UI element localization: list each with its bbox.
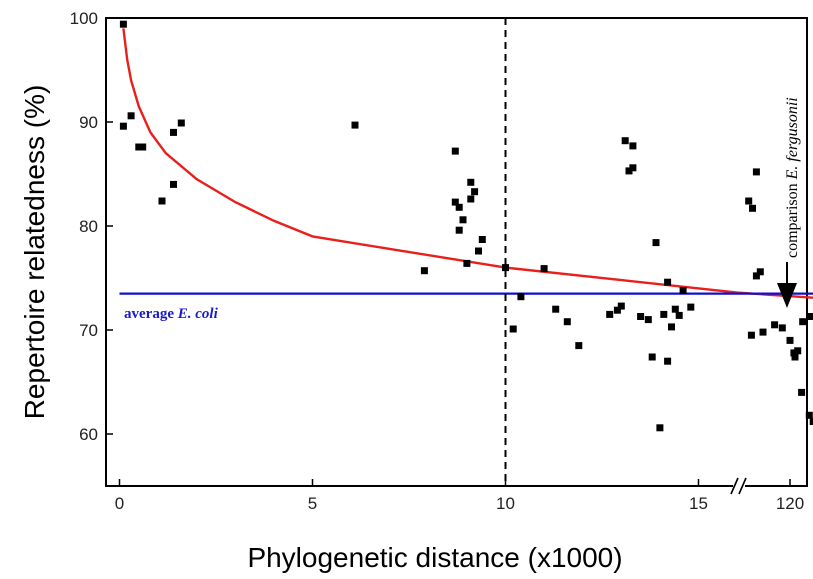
data-point (621, 137, 629, 145)
data-point (170, 180, 177, 188)
data-point (455, 226, 463, 234)
data-point (135, 143, 143, 151)
x-tick-label: 0 (115, 494, 124, 513)
data-point (351, 121, 359, 129)
data-point (756, 268, 764, 276)
data-point (613, 306, 621, 314)
data-point (158, 197, 166, 205)
data-point (679, 287, 687, 294)
data-point (475, 247, 482, 255)
data-point (671, 305, 679, 313)
data-point (759, 328, 767, 336)
data-point (794, 347, 802, 355)
data-point (664, 278, 672, 286)
data-point (637, 313, 645, 320)
data-point (798, 388, 806, 396)
data-point (752, 272, 760, 280)
x-axis-title: Phylogenetic distance (x1000) (247, 542, 622, 573)
data-point (119, 20, 127, 28)
data-point (786, 336, 794, 344)
data-point (467, 178, 475, 186)
data-point (675, 311, 683, 319)
data-point (552, 305, 560, 313)
average-line-label: average E. coli (124, 306, 219, 322)
data-point (451, 198, 459, 206)
data-point (139, 143, 147, 151)
data-point (119, 122, 127, 130)
y-tick-label: 90 (79, 113, 98, 132)
data-point (606, 310, 614, 318)
data-point (617, 302, 625, 310)
data-point (664, 357, 672, 365)
data-point (668, 323, 675, 331)
data-point (170, 128, 177, 136)
data-point (790, 349, 798, 357)
data-point (752, 168, 760, 176)
y-tick-label: 80 (79, 217, 98, 236)
y-axis-title: Repertoire relatedness (%) (19, 85, 50, 420)
data-point (778, 324, 786, 332)
data-point (648, 353, 656, 361)
data-point (791, 353, 799, 361)
data-point (420, 267, 428, 275)
data-point (806, 313, 813, 320)
data-point (459, 216, 467, 224)
data-point (467, 195, 475, 203)
data-point (463, 259, 471, 267)
y-tick-label: 100 (70, 9, 98, 28)
data-point (629, 142, 637, 150)
data-point (660, 310, 668, 318)
x-tick-label: 120 (776, 494, 804, 513)
data-point (509, 325, 517, 333)
data-point (455, 203, 463, 211)
comparison-arrow-head (777, 283, 797, 308)
y-tick-label: 70 (79, 321, 98, 340)
comparison-label: comparison E. fergusonii (784, 97, 801, 258)
data-point (563, 318, 571, 326)
data-point (478, 236, 486, 243)
data-point (687, 303, 695, 311)
data-point (127, 112, 135, 120)
data-point (749, 204, 756, 212)
x-tick-label: 10 (496, 494, 515, 513)
axis-break-mark (730, 477, 747, 495)
fit-curve (122, 28, 813, 299)
data-point (502, 264, 509, 272)
data-point (451, 147, 459, 155)
data-point (575, 342, 583, 350)
data-point (177, 119, 185, 127)
y-tick-label: 60 (79, 425, 98, 444)
data-point (471, 188, 479, 196)
x-tick-label: 15 (689, 494, 708, 513)
data-point (517, 293, 525, 301)
data-point (652, 239, 660, 247)
data-point (656, 424, 664, 432)
data-point (644, 316, 652, 324)
data-point (771, 321, 779, 329)
data-point (809, 418, 813, 425)
data-point (629, 164, 637, 172)
data-point (805, 411, 813, 419)
x-tick-label: 5 (308, 494, 317, 513)
plot-frame (105, 17, 808, 487)
data-point (625, 167, 633, 175)
data-point (745, 197, 753, 205)
data-point (747, 331, 755, 339)
data-point (540, 265, 548, 273)
data-point (799, 318, 807, 326)
